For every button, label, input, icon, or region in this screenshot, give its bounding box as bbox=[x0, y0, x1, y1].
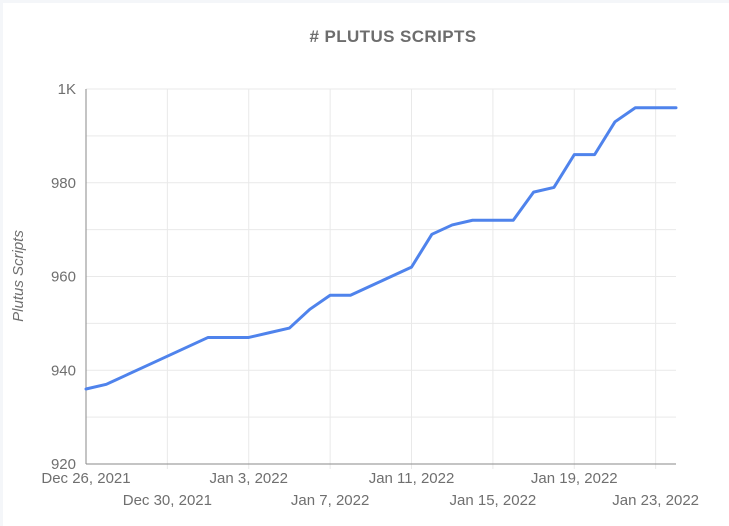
x-tick-label: Jan 11, 2022 bbox=[369, 470, 455, 487]
card-left-border bbox=[0, 0, 3, 526]
chart-title: # PLUTUS SCRIPTS bbox=[309, 27, 477, 46]
x-tick-label: Jan 19, 2022 bbox=[531, 470, 618, 487]
x-tick-label: Jan 23, 2022 bbox=[612, 492, 699, 509]
y-tick-label: 1K bbox=[58, 81, 76, 98]
x-tick-label: Dec 26, 2021 bbox=[41, 470, 130, 487]
y-tick-label: 960 bbox=[51, 269, 76, 286]
x-tick-label: Jan 3, 2022 bbox=[210, 470, 288, 487]
y-tick-label: 920 bbox=[51, 456, 76, 473]
y-tick-label: 980 bbox=[51, 175, 76, 192]
card-top-border bbox=[0, 0, 729, 3]
line-series bbox=[84, 106, 678, 391]
x-tick-label: Jan 15, 2022 bbox=[450, 492, 537, 509]
y-tick-label: 940 bbox=[51, 362, 76, 379]
x-tick-label: Jan 7, 2022 bbox=[291, 492, 369, 509]
x-tick-label: Dec 30, 2021 bbox=[123, 492, 212, 509]
